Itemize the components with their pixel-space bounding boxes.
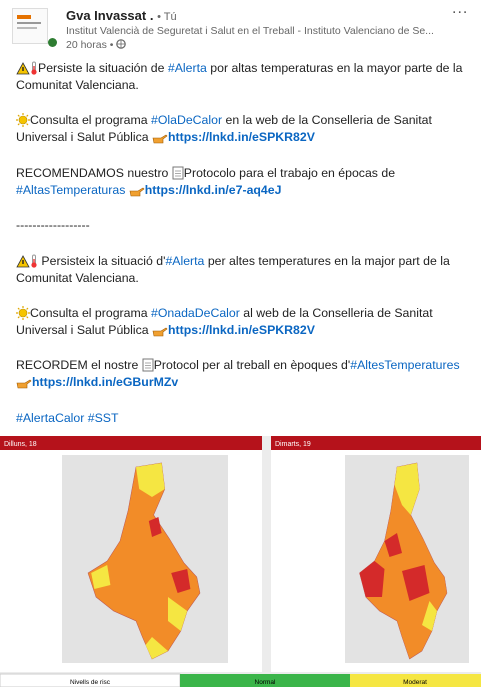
warning-icon — [16, 62, 30, 75]
hashtag[interactable]: #Alerta — [167, 61, 207, 75]
sun-icon — [16, 113, 30, 127]
link[interactable]: https://lnkd.in/e7-aq4eJ — [144, 183, 282, 197]
paragraph: #AlertaCalor #SST — [16, 410, 474, 427]
paragraph: Persiste la situación de #Alerta por alt… — [16, 60, 474, 94]
text: Consulta el programa — [30, 113, 151, 127]
hashtags[interactable]: #AlertaCalor #SST — [16, 411, 119, 425]
map-header — [271, 436, 481, 450]
sun-icon — [16, 306, 30, 320]
paragraph: ------------------ — [16, 217, 474, 234]
paragraph: RECOMENDAMOS nuestro Protocolo para el t… — [16, 165, 474, 199]
separator: ------------------ — [16, 218, 90, 232]
author-name[interactable]: Gva Invassat . — [66, 8, 154, 23]
map-title: Dilluns, 18 — [4, 441, 37, 448]
legend-label: Normal — [255, 679, 277, 686]
pointing-hand-icon — [129, 187, 145, 197]
post-time: 20 horas • — [66, 39, 127, 51]
region-map — [358, 462, 448, 660]
time: 20 horas • — [66, 39, 114, 51]
online-dot — [48, 38, 57, 47]
text: RECORDEM el nostre — [16, 358, 142, 372]
post-image[interactable]: Dilluns, 18 Dimarts, 19 Nivells de risc … — [0, 436, 481, 687]
paragraph: Consulta el programa #OlaDeCalor en la w… — [16, 112, 474, 146]
more-button[interactable]: ... — [452, 0, 469, 17]
text: Persiste la situación de — [38, 61, 168, 75]
text: Persisteix la situació d' — [41, 254, 166, 268]
document-icon — [142, 358, 154, 372]
text: al web de la Conselleria de Sanitat Univ… — [16, 306, 433, 337]
legend-cell — [180, 674, 350, 687]
hashtag[interactable]: #OlaDeCalor — [150, 113, 223, 127]
pointing-hand-icon — [16, 379, 32, 389]
legend-label: Moderat — [403, 679, 427, 686]
author: Gva Invassat . • Tú — [66, 8, 177, 23]
relation: • Tú — [157, 11, 177, 23]
text: per altes temperatures en la major part … — [16, 254, 450, 285]
hashtag[interactable]: #AltasTemperaturas — [16, 183, 126, 197]
thermometer-icon — [31, 254, 37, 268]
legend-cell — [350, 674, 481, 687]
text: RECOMENDAMOS nuestro — [16, 166, 172, 180]
text: Protocol per al treball en èpoques d' — [153, 358, 351, 372]
pointing-hand-icon — [152, 327, 168, 337]
hashtag[interactable]: #OnadaDeCalor — [150, 306, 240, 320]
pointing-hand-icon — [152, 134, 168, 144]
link[interactable]: https://lnkd.in/eGBurMZv — [32, 375, 179, 389]
author-org: Institut Valencià de Seguretat i Salut e… — [66, 25, 434, 37]
text: Protocolo para el trabajo en épocas de — [183, 166, 396, 180]
hashtag[interactable]: #Alerta — [165, 254, 205, 268]
text: Consulta el programa — [30, 306, 151, 320]
thermometer-icon — [31, 61, 37, 75]
map-header — [0, 436, 262, 450]
warning-icon — [16, 255, 30, 268]
text: en la web de la Conselleria de Sanitat U… — [16, 113, 432, 144]
text: por altas temperaturas en la mayor parte… — [16, 61, 463, 92]
paragraph: Consulta el programa #OnadaDeCalor al we… — [16, 305, 474, 339]
link[interactable]: https://lnkd.in/eSPKR82V — [168, 130, 315, 144]
logo — [12, 8, 48, 44]
map-title: Dimarts, 19 — [275, 441, 311, 448]
link[interactable]: https://lnkd.in/eSPKR82V — [168, 323, 315, 337]
hashtag[interactable]: #AltesTemperatures — [350, 358, 460, 372]
paragraph: Persisteix la situació d'#Alerta per alt… — [16, 253, 474, 287]
region-map — [87, 462, 201, 660]
paragraph: RECORDEM el nostre Protocol per al treba… — [16, 357, 474, 391]
document-icon — [172, 166, 184, 180]
globe-icon — [116, 39, 127, 49]
legend-label: Nivells de risc — [70, 679, 111, 686]
